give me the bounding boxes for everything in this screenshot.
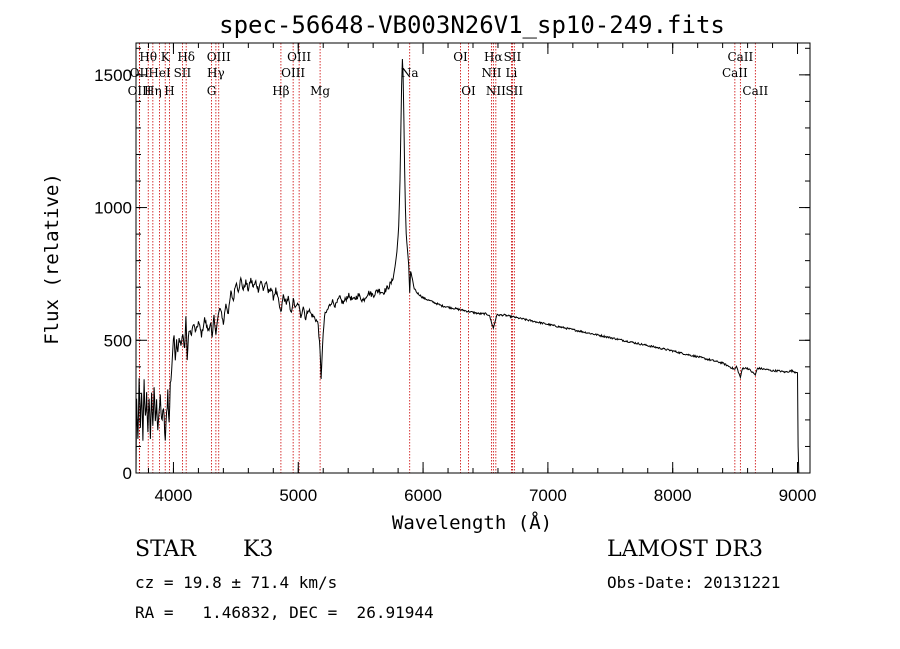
spectral-line-label: OIII (207, 50, 231, 64)
spectral-line-label: NII (481, 66, 501, 80)
x-tick-label: 7000 (529, 486, 567, 505)
object-subclass: K3 (243, 537, 274, 562)
object-class: STAR (135, 537, 196, 562)
survey-name: LAMOST DR3 (607, 537, 763, 562)
y-axis-ticks: 0 500 1000 1500 (94, 47, 810, 483)
spectral-line-label: SII (174, 66, 192, 80)
spectral-line-label: Hδ (177, 50, 195, 64)
spectral-line-label: HeI (148, 66, 171, 80)
redshift-velocity: cz = 19.8 ± 71.4 km/s (135, 573, 338, 592)
spectral-line-label: OIII (128, 84, 152, 98)
x-tick-label: 5000 (279, 486, 317, 505)
spectral-line-label: OIII (287, 50, 311, 64)
spectral-line-label: K (161, 50, 171, 64)
spectral-line-label: G (207, 84, 217, 98)
spectral-line-label: CaII (722, 66, 748, 80)
plot-frame (135, 42, 811, 474)
spectral-line-label: CaII (727, 50, 753, 64)
spectral-line-label: Na (401, 66, 419, 80)
spectral-line-label: NII (486, 84, 506, 98)
spectral-line-label: Hη (144, 84, 162, 98)
spectral-line-label: H (164, 84, 174, 98)
x-tick-label: 8000 (654, 486, 692, 505)
y-tick-label: 1500 (94, 66, 132, 85)
spectral-line-label: Hθ (139, 50, 157, 64)
y-tick-label: 0 (123, 464, 132, 483)
spectral-line-label: CaII (742, 84, 768, 98)
spectral-line-label: Hγ (207, 66, 225, 80)
spectral-line-markers (138, 43, 756, 473)
spectral-line-label: Hα (484, 50, 503, 64)
chart-title: spec-56648-VB003N26V1_sp10-249.fits (219, 11, 725, 39)
spectral-line-label: OIII (281, 66, 305, 80)
y-tick-label: 500 (104, 331, 132, 350)
sky-coordinates: RA = 1.46832, DEC = 26.91944 (135, 603, 434, 622)
spectral-line-label: OII (130, 66, 150, 80)
flux-series-line (135, 58, 800, 474)
y-axis-label: Flux (relative) (41, 173, 63, 345)
spectral-line-label: OI (453, 50, 468, 64)
observation-date: Obs-Date: 20131221 (607, 573, 781, 592)
spectral-line-label: SII (505, 84, 523, 98)
spectral-line-label: SII (504, 50, 522, 64)
x-tick-label: 9000 (779, 486, 817, 505)
spectral-line-label: OI (461, 84, 476, 98)
spectral-line-label: Li (506, 66, 518, 80)
x-axis-ticks: 4000 5000 6000 7000 8000 9000 (147, 43, 817, 505)
y-tick-label: 1000 (94, 199, 132, 218)
spectral-line-label: Mg (310, 84, 330, 98)
x-tick-label: 4000 (155, 486, 193, 505)
x-tick-label: 6000 (404, 486, 442, 505)
x-axis-label: Wavelength (Å) (392, 511, 552, 534)
spectral-line-label: Hβ (272, 84, 289, 98)
